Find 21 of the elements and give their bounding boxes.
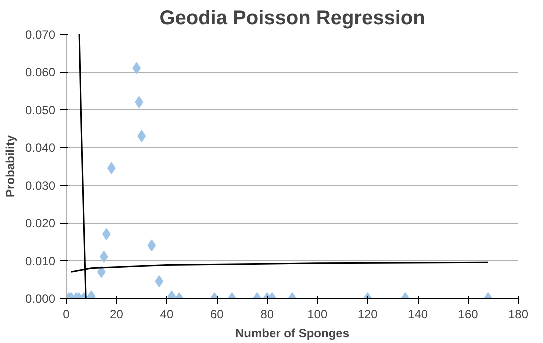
x-tick-label: 100 [308, 308, 328, 322]
x-tick-label: 20 [110, 308, 124, 322]
y-tick-label: 0.020 [25, 216, 56, 231]
x-tick-label: 80 [260, 308, 274, 322]
x-tick-label: 40 [160, 308, 174, 322]
y-tick-label: 0.050 [25, 103, 56, 118]
x-tick-label: 140 [408, 308, 428, 322]
x-axis-title: Number of Sponges [235, 326, 350, 340]
y-axis-title: Probability [3, 135, 18, 198]
x-tick-label: 160 [458, 308, 479, 322]
x-tick-label: 60 [210, 308, 224, 322]
y-tick-label: 0.070 [25, 28, 56, 42]
y-tick-label: 0.010 [25, 254, 56, 268]
x-tick-label: 120 [358, 308, 378, 322]
y-tick-label: 0.030 [25, 178, 56, 193]
y-tick-label: 0.040 [25, 141, 56, 156]
y-tick-label: 0.000 [25, 292, 56, 306]
x-tick-label: 0 [63, 308, 70, 322]
y-tick-label: 0.060 [25, 66, 56, 80]
chart-title: Geodia Poisson Regression [160, 8, 426, 30]
x-tick-label: 180 [508, 308, 529, 322]
